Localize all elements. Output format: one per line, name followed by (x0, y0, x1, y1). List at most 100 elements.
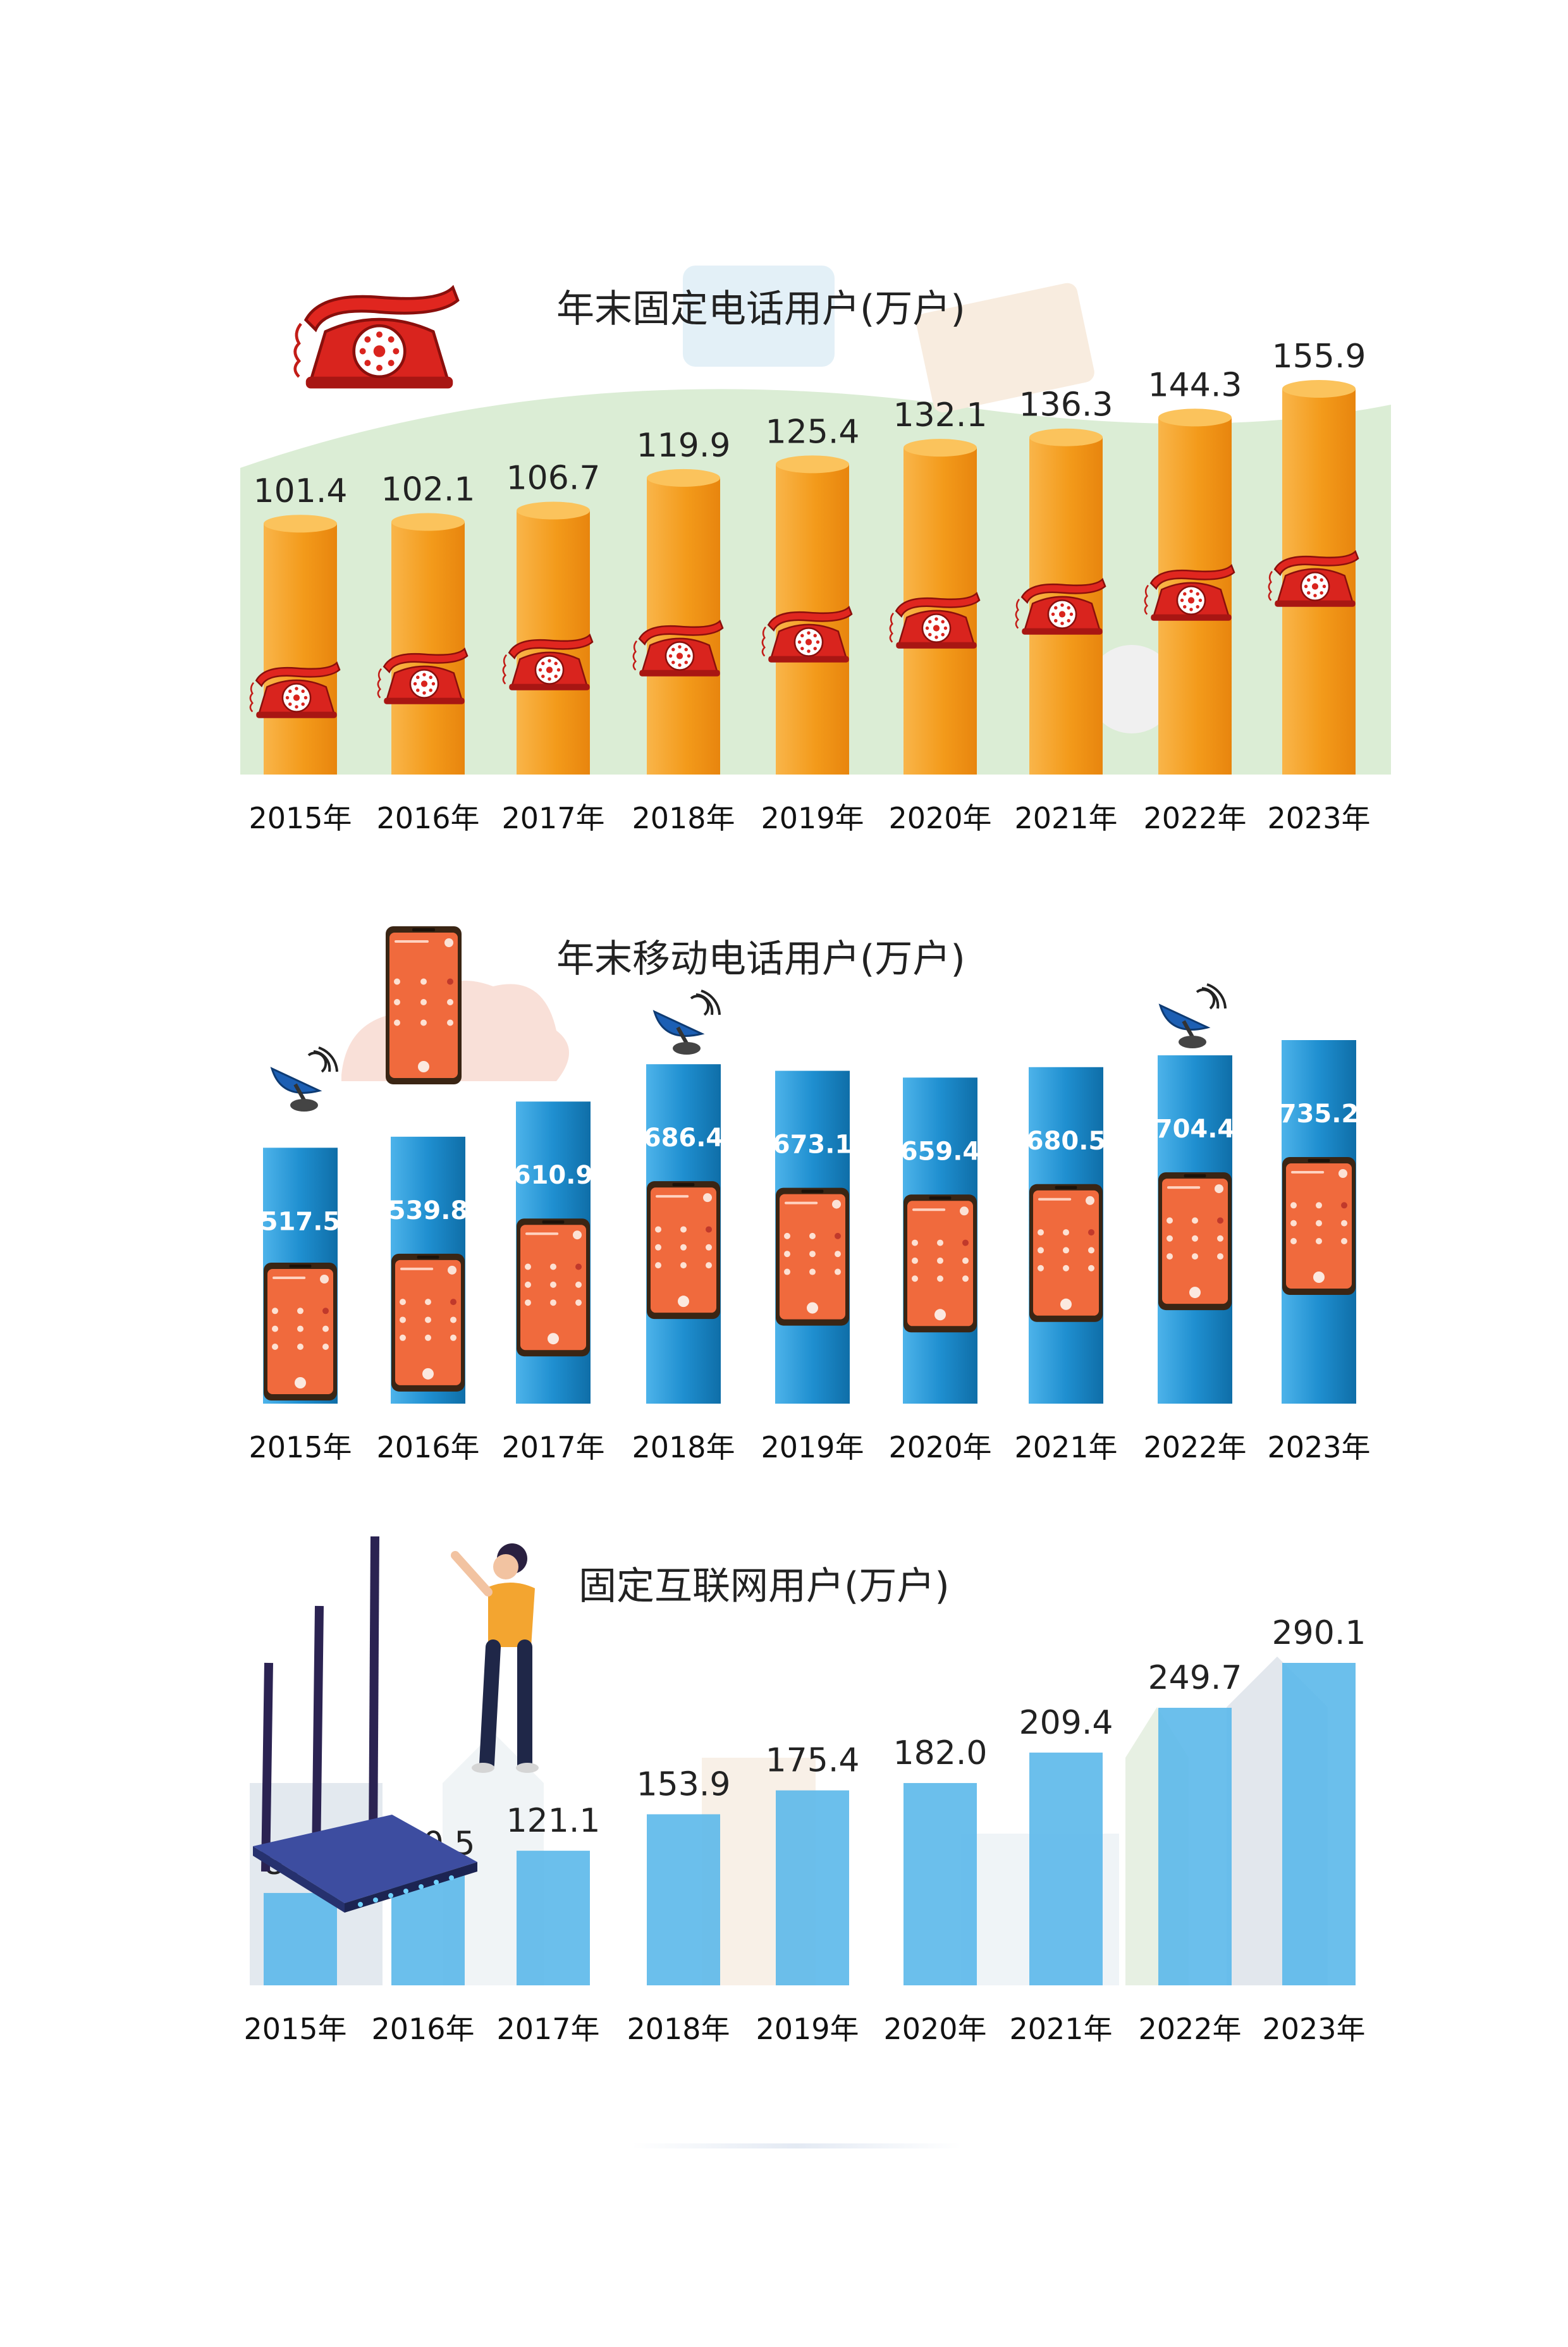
data-label: 686.4 (644, 1124, 724, 1153)
bar-top (1158, 408, 1232, 427)
bar (1029, 1752, 1103, 1985)
internet-chart: 83.12015年100.52016年121.12017年153.92018年1… (243, 1536, 1366, 2046)
data-label: 144.3 (1148, 366, 1242, 404)
bar (264, 1892, 337, 1985)
data-label: 136.3 (1019, 386, 1113, 424)
bar (391, 522, 465, 775)
rotary-telephone-icon (502, 633, 594, 690)
smartphone-icon (517, 1218, 590, 1357)
data-label: 539.8 (388, 1196, 469, 1225)
smartphone-icon (647, 1181, 720, 1320)
rotary-telephone-icon (632, 619, 724, 677)
smartphone-icon (391, 1253, 465, 1392)
x-tick-label: 2015年 (248, 801, 352, 835)
data-label: 610.9 (513, 1161, 594, 1190)
rotary-telephone-icon (293, 285, 460, 389)
data-label: 101.4 (254, 472, 348, 510)
smartphone-icon (1029, 1184, 1103, 1322)
bar (647, 1814, 720, 1985)
x-tick-label: 2017年 (501, 1430, 604, 1464)
data-label: 659.4 (900, 1137, 981, 1166)
x-tick-label: 2020年 (883, 2012, 986, 2046)
bar (1158, 1708, 1232, 1985)
landline-chart: 101.4 2015年 102.1 2016年 106.7 2017年 119.9 2018年… (240, 266, 1391, 835)
data-label: 249.7 (1148, 1659, 1242, 1697)
rotary-telephone-icon (377, 647, 469, 704)
bar-top (1029, 428, 1103, 446)
x-tick-label: 2016年 (371, 2012, 474, 2046)
internet-chart-title: 固定互联网用户(万户) (579, 1564, 950, 1609)
x-tick-label: 2022年 (1143, 801, 1246, 835)
bar-top (1282, 380, 1356, 398)
person-icon (451, 1543, 539, 1773)
bar (776, 1790, 849, 1985)
divider-line (632, 2143, 961, 2148)
mobile-chart-title: 年末移动电话用户(万户) (556, 937, 965, 981)
x-tick-label: 2016年 (376, 801, 479, 835)
bar-top (776, 455, 849, 474)
rotary-telephone-icon (889, 591, 981, 649)
landline-chart-title: 年末固定电话用户(万户) (556, 287, 965, 331)
x-tick-label: 2022年 (1143, 1430, 1246, 1464)
smartphone-icon (386, 926, 462, 1084)
bar-top (647, 469, 720, 487)
x-tick-label: 2016年 (376, 1430, 479, 1464)
data-label: 175.4 (766, 1742, 860, 1780)
data-label: 680.5 (1026, 1127, 1106, 1156)
smartphone-icon (776, 1187, 849, 1326)
x-tick-label: 2019年 (761, 1430, 864, 1464)
rotary-telephone-icon (1015, 577, 1106, 635)
x-tick-label: 2015年 (248, 1430, 352, 1464)
data-label: 290.1 (1272, 1614, 1366, 1652)
x-tick-label: 2018年 (632, 801, 735, 835)
data-label: 182.0 (893, 1734, 988, 1772)
bar (517, 1851, 590, 1985)
data-label: 132.1 (893, 396, 988, 434)
data-label: 155.9 (1272, 338, 1366, 376)
data-label: 106.7 (506, 460, 601, 498)
x-tick-label: 2018年 (632, 1430, 735, 1464)
x-tick-label: 2017年 (496, 2012, 599, 2046)
x-tick-label: 2023年 (1267, 801, 1370, 835)
smartphone-icon (1158, 1172, 1232, 1311)
data-label: 153.9 (637, 1765, 731, 1803)
x-tick-label: 2019年 (761, 801, 864, 835)
bar-top (517, 501, 590, 520)
data-label: 704.4 (1155, 1115, 1235, 1144)
wifi-router-icon (253, 1536, 477, 1913)
data-label: 102.1 (381, 471, 475, 509)
rotary-telephone-icon (249, 661, 341, 718)
x-tick-label: 2019年 (756, 2012, 859, 2046)
data-label: 121.1 (506, 1802, 601, 1840)
mobile-chart-panel: 517.5 2015年 539.8 2016年 610.9 2017年 686.4 2018年… (0, 885, 1568, 1517)
x-tick-label: 2021年 (1014, 1430, 1117, 1464)
rotary-telephone-icon (761, 605, 853, 663)
bar-top (391, 513, 465, 531)
data-label: 125.4 (766, 413, 860, 451)
data-label: 517.5 (260, 1207, 341, 1236)
data-label: 735.2 (1279, 1100, 1359, 1129)
satellite-dish-icon (652, 990, 721, 1055)
x-tick-label: 2020年 (888, 1430, 991, 1464)
data-label: 209.4 (1019, 1704, 1113, 1742)
rotary-telephone-icon (1268, 549, 1359, 607)
smartphone-icon (903, 1194, 977, 1333)
x-tick-label: 2022年 (1138, 2012, 1241, 2046)
data-label: 673.1 (773, 1131, 853, 1160)
x-tick-label: 2021年 (1014, 801, 1117, 835)
mobile-chart: 517.5 2015年 539.8 2016年 610.9 2017年 686.4 2018年… (248, 926, 1371, 1464)
rotary-telephone-icon (1144, 563, 1235, 621)
x-tick-label: 2017年 (501, 801, 604, 835)
satellite-dish-icon (1158, 983, 1227, 1048)
x-tick-label: 2018年 (627, 2012, 730, 2046)
data-label: 119.9 (637, 427, 731, 465)
satellite-dish-icon (270, 1046, 338, 1112)
bar-top (264, 515, 337, 533)
x-tick-label: 2020年 (888, 801, 991, 835)
bar (903, 1783, 977, 1985)
smartphone-icon (264, 1263, 337, 1400)
bar (1282, 1663, 1356, 1985)
x-tick-label: 2021年 (1009, 2012, 1112, 2046)
bar-top (903, 439, 977, 457)
bar (264, 524, 337, 775)
